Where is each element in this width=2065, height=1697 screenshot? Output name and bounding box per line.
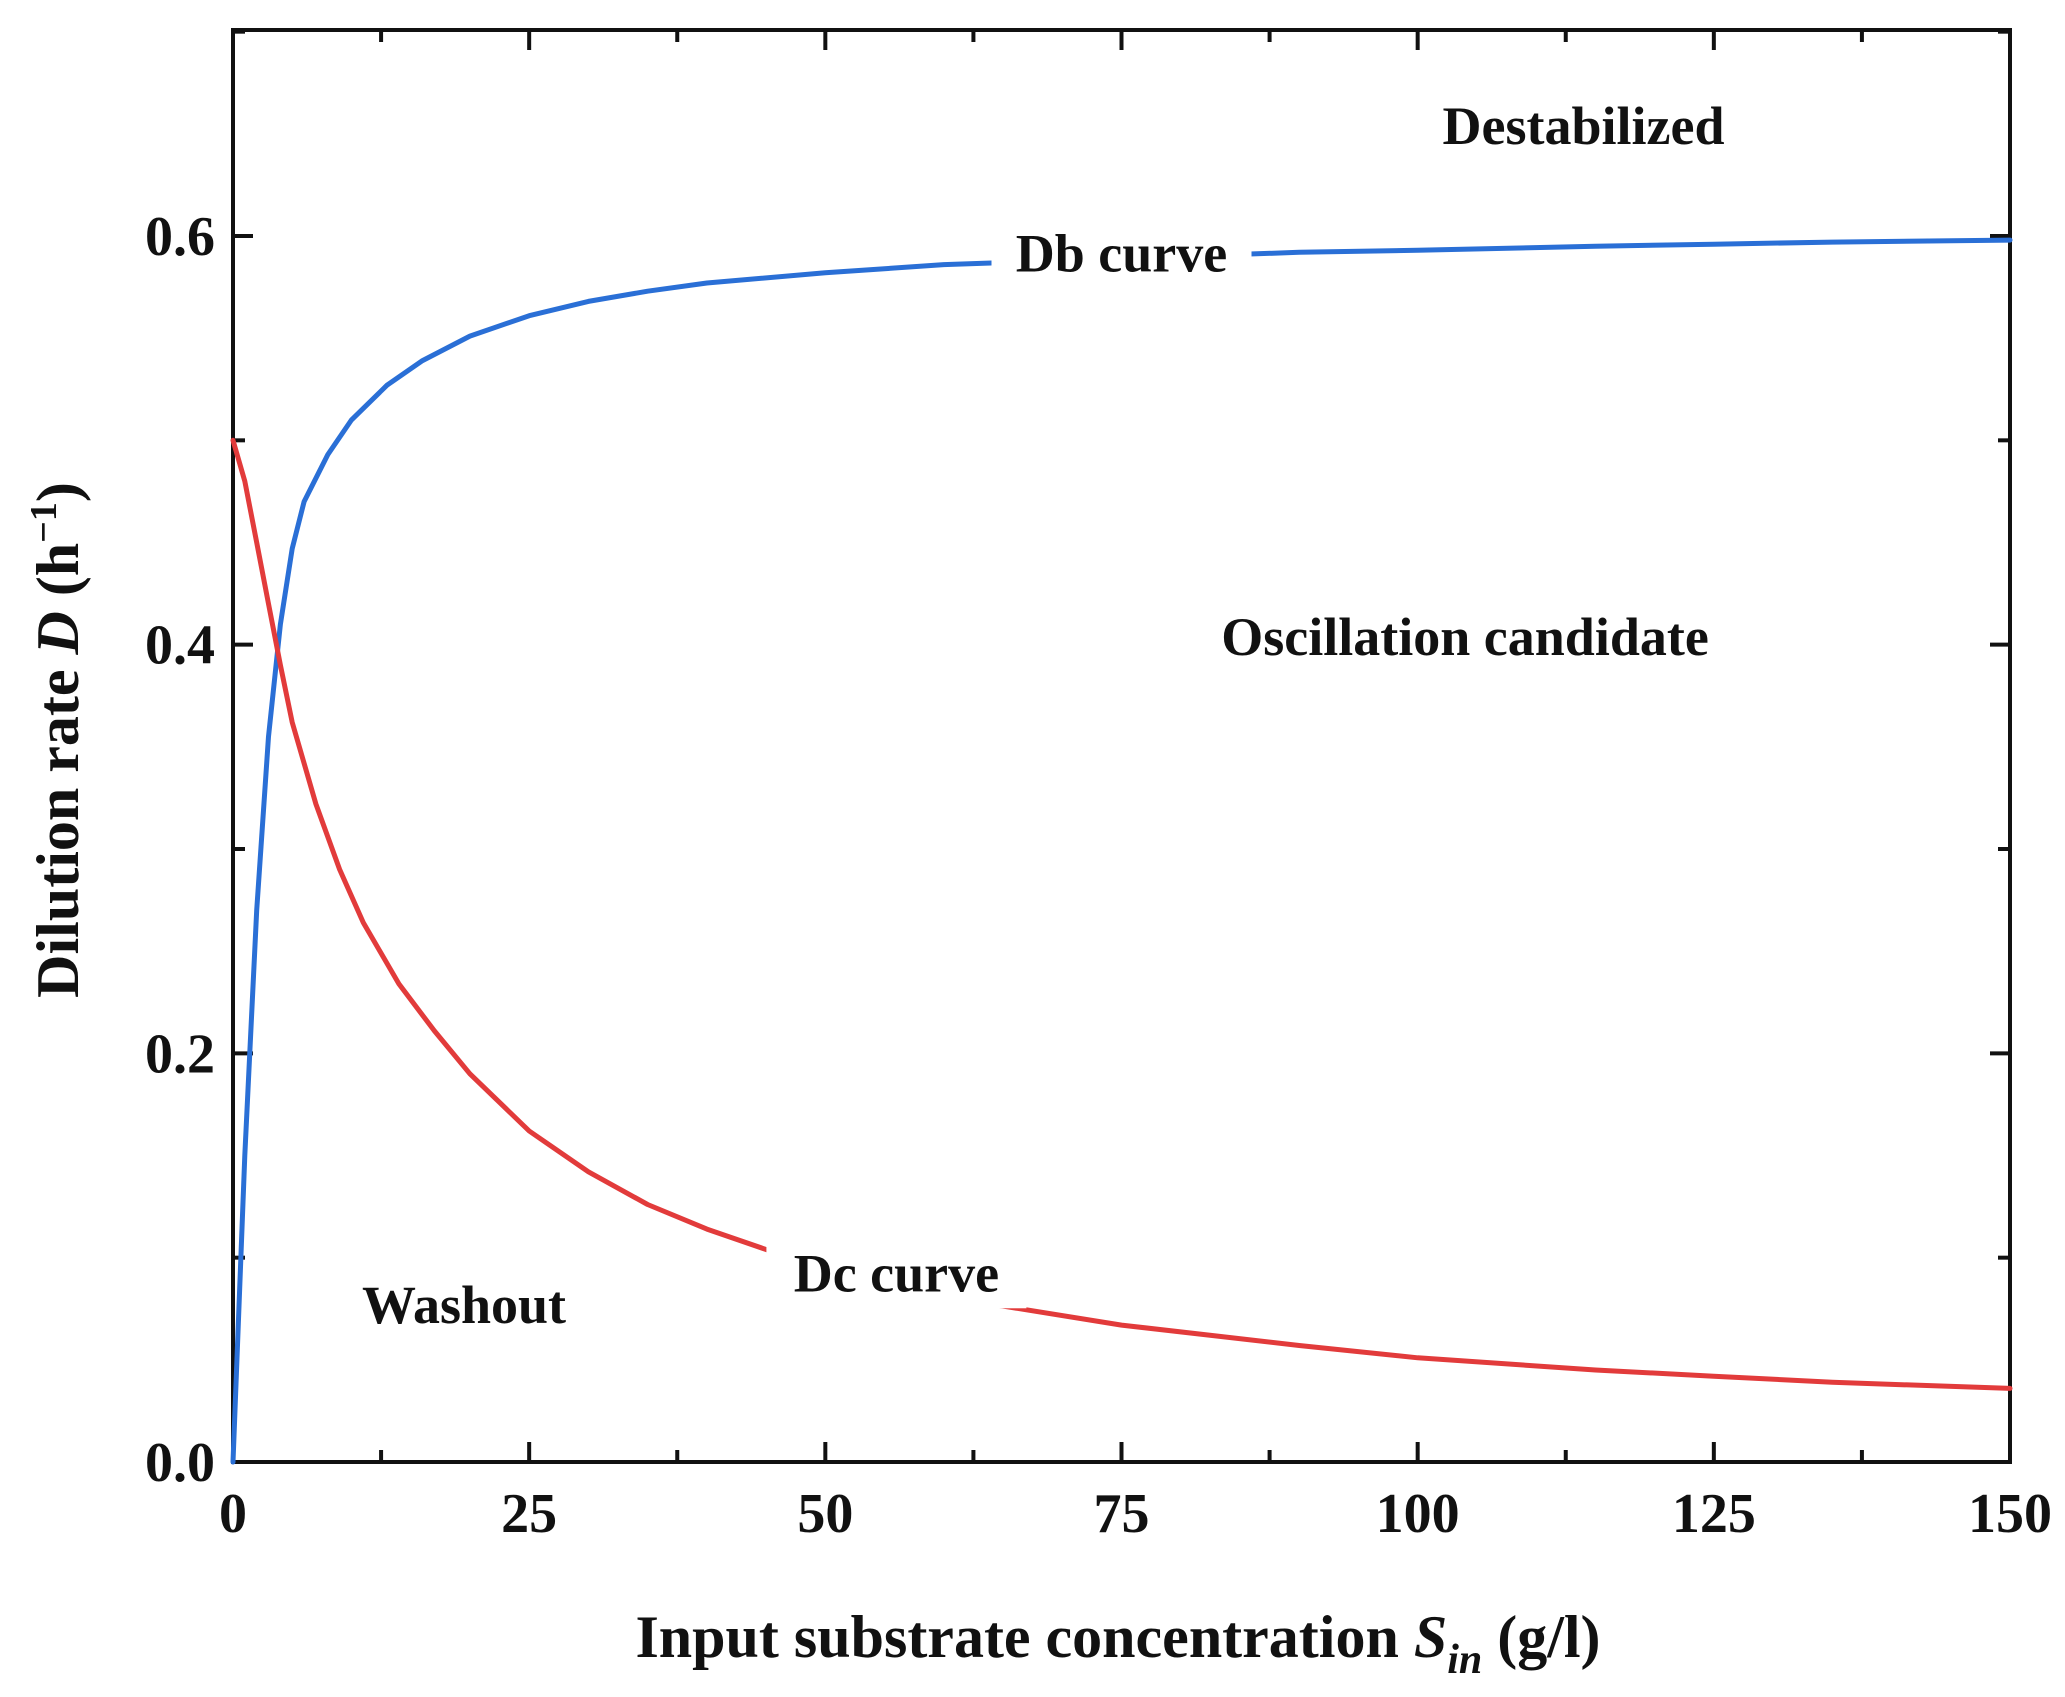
db-curve-label: Db curve: [1016, 224, 1227, 284]
x-axis-title-subscript: in: [1447, 1637, 1482, 1683]
y-tick-label: 0.0: [145, 1432, 215, 1494]
x-tick-label: 50: [797, 1483, 853, 1545]
oscillation-candidate-annotation: Oscillation candidate: [1221, 607, 1709, 667]
x-tick-label: 100: [1376, 1483, 1460, 1545]
dc-curve-label: Dc curve: [794, 1243, 999, 1303]
plot-area: 0 25 50 75 100 125 150 0.0 0.2 0.4 0.6 Db curve Dc c…: [145, 28, 2052, 1545]
y-tick-label: 0.2: [145, 1023, 215, 1085]
washout-annotation: Washout: [362, 1275, 566, 1335]
dc-curve-line: [230, 437, 2013, 1391]
y-axis-title-exponent: −1: [23, 502, 65, 543]
db-curve-line: [230, 237, 2013, 1465]
y-axis-title-unit-close: ): [25, 482, 91, 502]
y-tick-label: 0.4: [145, 615, 215, 677]
y-axis-title-symbol: D: [25, 611, 91, 655]
x-tick-label: 25: [501, 1483, 557, 1545]
x-tick-label: 125: [1672, 1483, 1756, 1545]
db-curve-label-bg: [991, 220, 1252, 289]
x-axis-title: Input substrate concentration Sin (g/l): [635, 1604, 1600, 1683]
x-tick-label: 75: [1094, 1483, 1150, 1545]
y-axis-title-main: Dilution rate: [25, 655, 91, 998]
destabilized-annotation: Destabilized: [1443, 96, 1725, 156]
dc-curve-label-bg: [766, 1240, 1027, 1309]
x-tick-label: 0: [219, 1483, 247, 1545]
x-axis-title-main: Input substrate concentration: [635, 1604, 1413, 1670]
x-axis-title-symbol: S: [1414, 1604, 1447, 1670]
y-tick-label: 0.6: [145, 206, 215, 268]
y-axis-title-unit-open: (h: [25, 543, 91, 611]
x-axis-title-unit: (g/l): [1482, 1604, 1600, 1670]
x-tick-label: 150: [1968, 1483, 2052, 1545]
y-axis-title: Dilution rate D (h−1): [23, 482, 91, 998]
